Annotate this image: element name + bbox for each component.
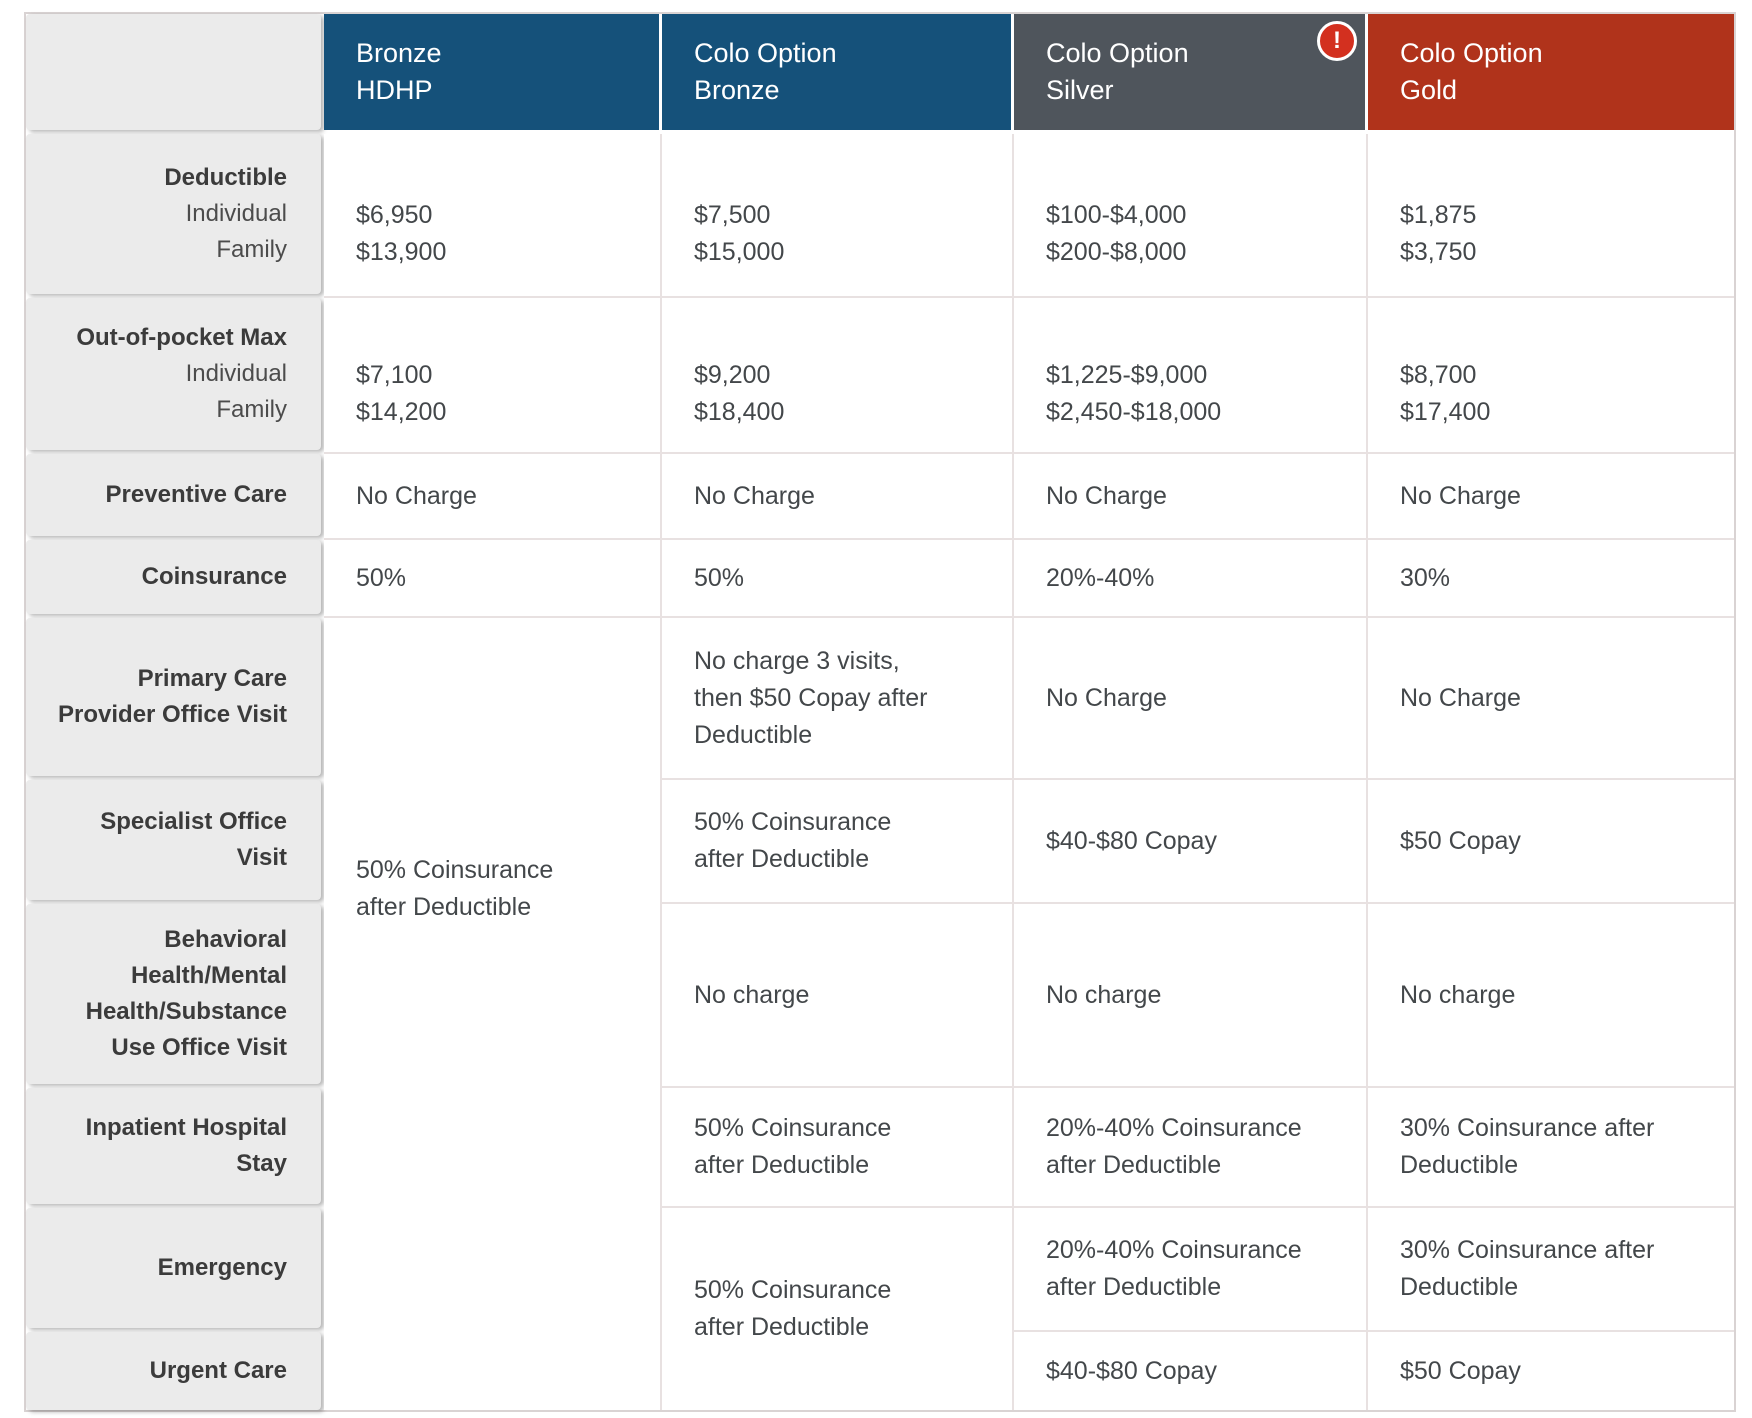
cell-primary-care-colo-silver: No Charge: [1014, 618, 1368, 780]
row-title: Behavioral Health/Mental Health/Substanc…: [85, 926, 287, 1061]
row-label-inpatient-hospital-stay: Inpatient Hospital Stay: [26, 1088, 321, 1204]
plan-name: Colo Option Bronze: [694, 38, 837, 105]
row-title: Inpatient Hospital Stay: [85, 1114, 287, 1177]
row-sublabel-family: Family: [216, 236, 287, 263]
row-title: Deductible: [164, 164, 287, 191]
cell-emergency-colo-gold: 30% Coinsurance after Deductible: [1368, 1208, 1734, 1332]
corner-cell: [26, 14, 321, 130]
cell-preventive-colo-silver: No Charge: [1014, 454, 1368, 540]
plan-comparison-table: Deductible Individual Family Out-of-pock…: [24, 12, 1736, 1412]
row-label-urgent-care: Urgent Care: [26, 1332, 321, 1410]
cell-deductible-colo-bronze: $7,500 $15,000: [662, 134, 1014, 298]
cell-emergency-urgent-colo-bronze: 50% Coinsurance after Deductible: [662, 1208, 1014, 1410]
row-label-coinsurance: Coinsurance: [26, 540, 321, 614]
cell-specialist-colo-silver: $40-$80 Copay: [1014, 780, 1368, 904]
row-label-emergency: Emergency: [26, 1208, 321, 1328]
cell-coinsurance-colo-gold: 30%: [1368, 540, 1734, 618]
plan-name: Colo Option Gold: [1400, 38, 1543, 105]
cell-urgent-care-colo-gold: $50 Copay: [1368, 1332, 1734, 1410]
cell-preventive-bronze-hdhp: No Charge: [324, 454, 662, 540]
cell-specialist-colo-bronze: 50% Coinsurance after Deductible: [662, 780, 1014, 904]
cell-oop-max-colo-silver: $1,225-$9,000 $2,450-$18,000: [1014, 298, 1368, 454]
cell-preventive-colo-gold: No Charge: [1368, 454, 1734, 540]
cell-deductible-colo-gold: $1,875 $3,750: [1368, 134, 1734, 298]
cell-primary-care-colo-gold: No Charge: [1368, 618, 1734, 780]
row-title: Urgent Care: [149, 1357, 287, 1384]
cell-oop-max-colo-gold: $8,700 $17,400: [1368, 298, 1734, 454]
cell-inpatient-colo-bronze: 50% Coinsurance after Deductible: [662, 1088, 1014, 1208]
row-label-oop-max: Out-of-pocket Max Individual Family: [26, 298, 321, 450]
cell-deductible-bronze-hdhp: $6,950 $13,900: [324, 134, 662, 298]
plan-name: Bronze HDHP: [356, 38, 442, 105]
cell-urgent-care-colo-silver: $40-$80 Copay: [1014, 1332, 1368, 1410]
cell-behavioral-colo-bronze: No charge: [662, 904, 1014, 1088]
row-label-deductible: Deductible Individual Family: [26, 134, 321, 294]
row-title: Specialist Office Visit: [100, 808, 287, 871]
cell-emergency-colo-silver: 20%-40% Coinsurance after Deductible: [1014, 1208, 1368, 1332]
cell-primary-care-colo-bronze: No charge 3 visits, then $50 Copay after…: [662, 618, 1014, 780]
cell-deductible-colo-silver: $100-$4,000 $200-$8,000: [1014, 134, 1368, 298]
cell-all-services-bronze-hdhp: 50% Coinsurance after Deductible: [324, 618, 662, 1410]
cell-oop-max-bronze-hdhp: $7,100 $14,200: [324, 298, 662, 454]
row-sublabel-individual: Individual: [185, 360, 287, 387]
cell-inpatient-colo-silver: 20%-40% Coinsurance after Deductible: [1014, 1088, 1368, 1208]
cell-behavioral-colo-silver: No charge: [1014, 904, 1368, 1088]
row-title: Out-of-pocket Max: [76, 324, 287, 351]
cell-behavioral-colo-gold: No charge: [1368, 904, 1734, 1088]
plan-header-colo-option-gold: Colo Option Gold: [1368, 14, 1734, 130]
row-title: Emergency: [157, 1254, 287, 1281]
cell-oop-max-colo-bronze: $9,200 $18,400: [662, 298, 1014, 454]
cell-preventive-colo-bronze: No Charge: [662, 454, 1014, 540]
plan-header-bronze-hdhp: Bronze HDHP: [324, 14, 659, 130]
plan-name: Colo Option Silver: [1046, 38, 1189, 105]
row-label-primary-care: Primary Care Provider Office Visit: [26, 618, 321, 776]
row-sublabel-individual: Individual: [185, 200, 287, 227]
plan-header-colo-option-bronze: Colo Option Bronze: [662, 14, 1011, 130]
row-label-behavioral-health: Behavioral Health/Mental Health/Substanc…: [26, 904, 321, 1084]
cell-coinsurance-colo-bronze: 50%: [662, 540, 1014, 618]
row-title: Primary Care Provider Office Visit: [58, 665, 287, 728]
cell-inpatient-colo-gold: 30% Coinsurance after Deductible: [1368, 1088, 1734, 1208]
cell-coinsurance-colo-silver: 20%-40%: [1014, 540, 1368, 618]
row-label-preventive-care: Preventive Care: [26, 454, 321, 536]
plan-header-colo-option-silver: Colo Option Silver !: [1014, 14, 1365, 130]
row-sublabel-family: Family: [216, 396, 287, 423]
alert-icon[interactable]: !: [1317, 21, 1357, 61]
row-title: Preventive Care: [105, 481, 287, 508]
cell-specialist-colo-gold: $50 Copay: [1368, 780, 1734, 904]
cell-coinsurance-bronze-hdhp: 50%: [324, 540, 662, 618]
row-label-specialist-office-visit: Specialist Office Visit: [26, 780, 321, 900]
row-title: Coinsurance: [141, 563, 287, 590]
